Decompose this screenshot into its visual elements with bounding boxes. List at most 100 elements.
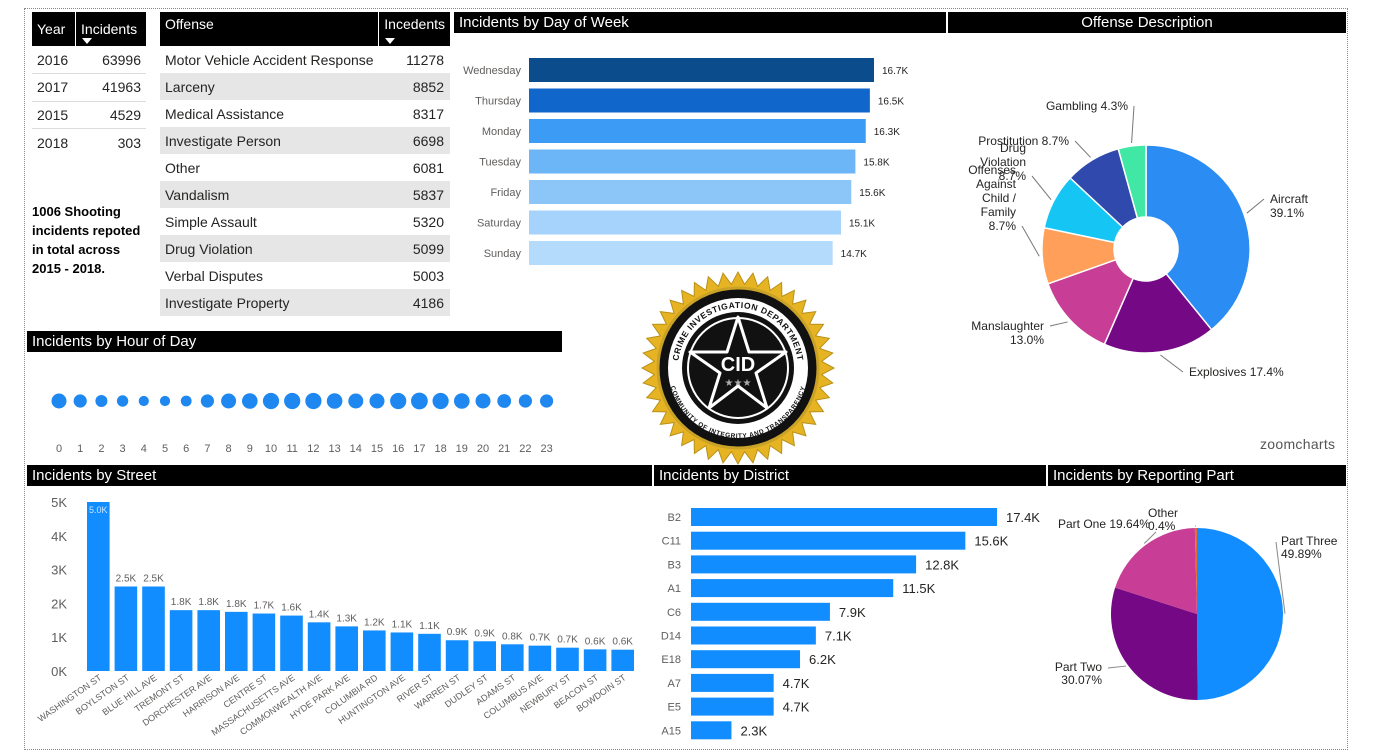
table-row[interactable]: Verbal Disputes 5003 — [160, 262, 450, 289]
table-row[interactable]: 2018 303 — [32, 129, 146, 157]
hour-dot[interactable] — [518, 394, 532, 408]
district-bar[interactable] — [691, 626, 816, 645]
district-bar[interactable] — [691, 721, 732, 740]
sort-desc-icon[interactable] — [82, 38, 93, 44]
table-row[interactable]: Motor Vehicle Accident Response 11278 — [160, 46, 450, 73]
table-row[interactable]: Other 6081 — [160, 154, 450, 181]
district-bar[interactable] — [691, 602, 830, 621]
street-bar[interactable] — [307, 622, 331, 671]
donut-slice[interactable] — [1047, 258, 1135, 346]
hour-dot[interactable] — [116, 395, 129, 407]
hour-dot[interactable] — [326, 393, 343, 409]
hour-dot[interactable] — [138, 395, 149, 407]
street-bar[interactable] — [501, 644, 524, 671]
hour-dot[interactable] — [369, 393, 385, 409]
table-row[interactable]: 2016 63996 — [32, 46, 146, 74]
street-bar[interactable] — [335, 626, 358, 671]
hour-dot[interactable] — [221, 393, 237, 409]
day-bar[interactable] — [529, 180, 852, 204]
street-bar[interactable] — [363, 630, 386, 671]
district-chart[interactable]: B2 17.4K C11 15.6K B3 12.8K A1 11.5K C6 7.9K D14 7.… — [654, 488, 1046, 750]
street-bar[interactable] — [418, 633, 441, 671]
hour-dot[interactable] — [95, 395, 108, 407]
sort-desc-icon[interactable] — [385, 38, 396, 44]
table-row[interactable]: Larceny 8852 — [160, 73, 450, 100]
table-row[interactable]: Investigate Property 4186 — [160, 289, 450, 316]
offense-header[interactable]: Offense — [160, 12, 379, 46]
hour-dot[interactable] — [475, 393, 491, 409]
donut-slice[interactable] — [1117, 144, 1147, 220]
hour-dot[interactable] — [159, 395, 171, 407]
street-bar[interactable] — [142, 586, 165, 672]
hour-dot[interactable] — [305, 392, 322, 410]
day-bar[interactable] — [529, 241, 833, 265]
offense-description-chart[interactable]: Aircraft 39.1% Explosives 17.4% Manslaughte… — [948, 34, 1346, 434]
district-bar[interactable] — [691, 531, 966, 550]
hour-dot[interactable] — [73, 394, 87, 408]
donut-label: Offenses Against Child / Family 8.7% — [968, 163, 1016, 233]
district-bar[interactable] — [691, 697, 774, 716]
hour-dot[interactable] — [348, 393, 364, 409]
street-bar[interactable] — [611, 649, 634, 671]
hour-dot[interactable] — [540, 394, 554, 408]
table-row[interactable]: 2015 4529 — [32, 101, 146, 129]
incedents-header[interactable]: Incedents — [378, 12, 450, 46]
street-bar[interactable] — [225, 611, 248, 671]
street-bar[interactable] — [197, 610, 220, 671]
table-row[interactable]: Medical Assistance 8317 — [160, 100, 450, 127]
street-bar[interactable] — [390, 632, 414, 671]
day-of-week-chart[interactable]: Wednesday 16.7K Thursday 16.5K Monday 16.3K Tu… — [454, 34, 944, 274]
district-bar[interactable] — [691, 579, 894, 598]
pie-slice[interactable] — [1197, 528, 1284, 700]
hour-dot[interactable] — [411, 392, 428, 410]
year-header[interactable]: Year — [32, 12, 76, 46]
pie-slice[interactable] — [1194, 528, 1197, 614]
table-row[interactable]: Investigate Person 6698 — [160, 127, 450, 154]
donut-label-pct: 17.4% — [1250, 365, 1284, 379]
table-row[interactable]: 2017 41963 — [32, 73, 146, 102]
district-bar[interactable] — [691, 650, 801, 669]
street-bar[interactable] — [445, 640, 469, 671]
street-bar[interactable] — [87, 502, 110, 671]
day-bar[interactable] — [529, 88, 870, 113]
street-bar[interactable] — [556, 647, 579, 671]
street-bar[interactable] — [114, 586, 138, 672]
table-row[interactable]: Drug Violation 5099 — [160, 235, 450, 262]
district-bar[interactable] — [691, 673, 774, 692]
hour-dot[interactable] — [454, 393, 470, 409]
offense-table[interactable]: Offense Incedents Motor Vehicle Accident… — [160, 12, 450, 316]
donut-label-pct: 8.7% — [989, 219, 1017, 233]
day-bar[interactable] — [529, 119, 866, 143]
day-bar[interactable] — [529, 210, 841, 235]
table-row[interactable]: Vandalism 5837 — [160, 181, 450, 208]
day-bar[interactable] — [529, 149, 856, 174]
hour-dot[interactable] — [200, 394, 214, 408]
street-bar[interactable] — [280, 615, 303, 671]
donut-slice[interactable] — [1145, 144, 1251, 331]
hour-of-day-chart[interactable]: 0 1 2 3 4 5 6 7 8 9 10 11 12 13 14 15 16 17 18 19 20 21 22 23 — [27, 355, 587, 463]
year-table[interactable]: Year Incidents 2016 63996 2017 41963 2015 4… — [32, 12, 146, 156]
street-bar[interactable] — [252, 613, 276, 671]
hour-dot[interactable] — [390, 392, 407, 410]
reporting-part-chart[interactable]: Part Three 49.89% Part Two 30.07% Part One 1… — [1048, 488, 1346, 750]
hour-dot[interactable] — [284, 392, 301, 410]
incidents-header[interactable]: Incidents — [75, 12, 146, 46]
street-bar[interactable] — [473, 641, 496, 671]
pie-slice[interactable] — [1111, 587, 1198, 700]
day-bar[interactable] — [529, 58, 874, 82]
hour-dot[interactable] — [242, 393, 258, 409]
hour-dot[interactable] — [51, 393, 67, 409]
hour-dot[interactable] — [497, 394, 512, 408]
street-bar[interactable] — [583, 649, 607, 671]
hour-dot[interactable] — [432, 392, 449, 410]
district-bar[interactable] — [691, 555, 917, 574]
district-bar[interactable] — [691, 508, 997, 526]
street-bar[interactable] — [169, 610, 193, 671]
table-row[interactable]: Simple Assault 5320 — [160, 208, 450, 235]
pie-slice[interactable] — [1115, 528, 1197, 614]
hour-dot[interactable] — [262, 392, 280, 410]
donut-slice[interactable] — [1103, 272, 1213, 354]
street-bar[interactable] — [528, 645, 552, 671]
hour-dot[interactable] — [180, 395, 192, 407]
